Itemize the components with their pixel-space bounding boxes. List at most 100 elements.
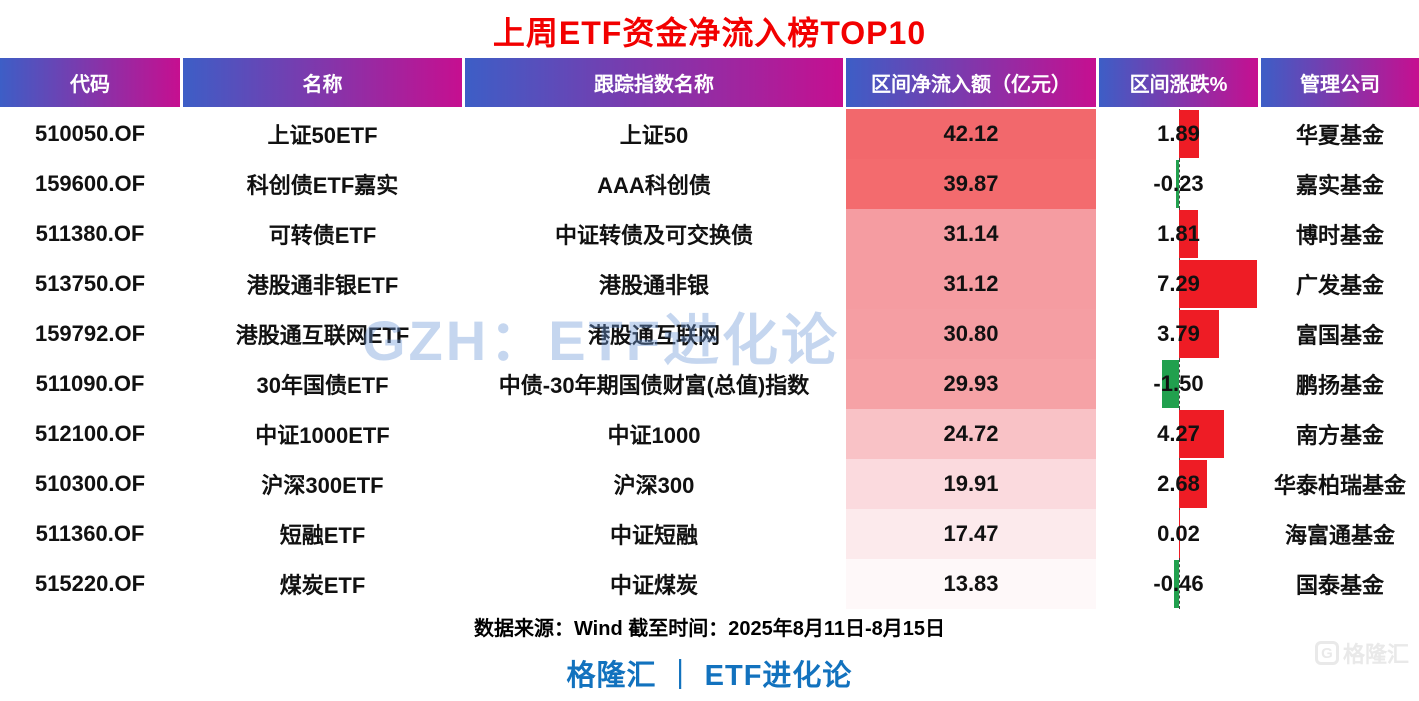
change-bar — [1176, 160, 1179, 208]
etf-code: 511380.OF — [35, 221, 145, 246]
tracked-index-name: 港股通非银 — [598, 273, 709, 298]
net-inflow-value: 31.12 — [943, 271, 999, 296]
tracked-index-name: 上证50 — [619, 123, 689, 148]
tracked-index-name: 中证1000 — [607, 423, 701, 448]
fund-company-cell: 嘉实基金 — [1261, 159, 1419, 209]
table-row: 159600.OF 科创债ETF嘉实 AAA科创债 39.87 -0.23 嘉实… — [0, 159, 1419, 209]
net-inflow-cell: 17.47 — [846, 509, 1096, 559]
change-value: -1.50 — [1153, 371, 1204, 396]
fund-company-cell: 国泰基金 — [1261, 559, 1419, 609]
fund-company-cell: 博时基金 — [1261, 209, 1419, 259]
change-bar — [1178, 460, 1208, 508]
etf-name-cell: 科创债ETF嘉实 — [183, 159, 462, 209]
change-value: 7.29 — [1157, 271, 1200, 296]
change-cell: -1.50 — [1099, 359, 1258, 409]
tracked-index-cell: 港股通非银 — [465, 259, 843, 309]
zero-axis-line — [1178, 509, 1180, 559]
etf-name: 科创债ETF嘉实 — [246, 173, 399, 198]
net-inflow-value: 17.47 — [943, 521, 999, 546]
change-cell: 1.89 — [1099, 109, 1258, 159]
table-header: 代码 名称 跟踪指数名称 区间净流入额（亿元） 区间涨跌% 管理公司 — [0, 58, 1419, 107]
change-cell: -0.46 — [1099, 559, 1258, 609]
zero-axis-line — [1178, 359, 1180, 409]
etf-name: 上证50ETF — [267, 123, 378, 148]
fund-company: 博时基金 — [1295, 223, 1384, 248]
tracked-index-cell: 港股通互联网 — [465, 309, 843, 359]
net-inflow-cell: 29.93 — [846, 359, 1096, 409]
change-bar — [1178, 110, 1199, 158]
gelonghui-logo-text: 格隆汇 — [1342, 642, 1409, 667]
change-cell: 0.02 — [1099, 509, 1258, 559]
etf-name: 港股通非银ETF — [246, 273, 399, 298]
change-bar — [1178, 310, 1220, 358]
net-inflow-value: 42.12 — [943, 121, 999, 146]
change-value: 1.89 — [1157, 121, 1200, 146]
fund-company-cell: 华泰柏瑞基金 — [1261, 459, 1419, 509]
table-row: 515220.OF 煤炭ETF 中证煤炭 13.83 -0.46 国泰基金 — [0, 559, 1419, 609]
change-value: 0.02 — [1157, 521, 1200, 546]
etf-code: 515220.OF — [34, 571, 146, 596]
gelonghui-logo-watermark: G 格隆汇 — [1314, 637, 1409, 669]
etf-name-cell: 短融ETF — [183, 509, 462, 559]
etf-code: 512100.OF — [34, 421, 146, 446]
change-cell: -0.23 — [1099, 159, 1258, 209]
etf-name: 可转债ETF — [268, 223, 377, 248]
data-source-note: 数据来源：Wind 截至时间：2025年8月11日-8月15日 — [473, 618, 946, 640]
tracked-index-name: 沪深300 — [613, 473, 695, 498]
net-inflow-value: 39.87 — [943, 171, 999, 196]
etf-name-cell: 30年国债ETF — [183, 359, 462, 409]
zero-axis-line — [1178, 559, 1180, 609]
etf-code-cell: 511090.OF — [0, 359, 180, 409]
tracked-index-cell: 中债-30年期国债财富(总值)指数 — [465, 359, 843, 409]
etf-code: 159792.OF — [34, 321, 146, 346]
etf-name-cell: 中证1000ETF — [183, 409, 462, 459]
change-cell: 3.79 — [1099, 309, 1258, 359]
header-code: 代码 — [0, 58, 180, 107]
net-inflow-value: 31.14 — [943, 221, 999, 246]
etf-code: 159600.OF — [34, 171, 146, 196]
tracked-index-cell: 上证50 — [465, 109, 843, 159]
etf-code-cell: 510300.OF — [0, 459, 180, 509]
etf-code: 513750.OF — [34, 271, 146, 296]
page-title: 上周ETF资金净流入榜TOP10 — [492, 15, 927, 51]
fund-company-cell: 南方基金 — [1261, 409, 1419, 459]
net-inflow-value: 29.93 — [943, 371, 999, 396]
fund-company-cell: 华夏基金 — [1261, 109, 1419, 159]
net-inflow-cell: 42.12 — [846, 109, 1096, 159]
change-value: -0.46 — [1153, 571, 1204, 596]
change-value: 2.68 — [1157, 471, 1200, 496]
table-row: 510300.OF 沪深300ETF 沪深300 19.91 2.68 华泰柏瑞… — [0, 459, 1419, 509]
net-inflow-value: 30.80 — [943, 321, 999, 346]
change-cell: 7.29 — [1099, 259, 1258, 309]
net-inflow-cell: 19.91 — [846, 459, 1096, 509]
table-row: 512100.OF 中证1000ETF 中证1000 24.72 4.27 南方… — [0, 409, 1419, 459]
etf-name-cell: 上证50ETF — [183, 109, 462, 159]
net-inflow-cell: 31.14 — [846, 209, 1096, 259]
etf-code-cell: 515220.OF — [0, 559, 180, 609]
etf-name-cell: 港股通非银ETF — [183, 259, 462, 309]
table-body: 510050.OF 上证50ETF 上证50 42.12 1.89 华夏基金 1… — [0, 109, 1419, 609]
change-bar — [1162, 360, 1179, 408]
net-inflow-cell: 31.12 — [846, 259, 1096, 309]
change-cell: 1.81 — [1099, 209, 1258, 259]
etf-inflow-table: 代码 名称 跟踪指数名称 区间净流入额（亿元） 区间涨跌% 管理公司 51005… — [0, 58, 1419, 609]
change-bar — [1173, 560, 1179, 608]
fund-company: 嘉实基金 — [1295, 173, 1384, 198]
gelonghui-logo-icon: G — [1314, 641, 1339, 665]
etf-name-cell: 可转债ETF — [183, 209, 462, 259]
etf-code-cell: 159792.OF — [0, 309, 180, 359]
change-bar — [1178, 410, 1225, 458]
table-row: 511090.OF 30年国债ETF 中债-30年期国债财富(总值)指数 29.… — [0, 359, 1419, 409]
header-inflow: 区间净流入额（亿元） — [846, 58, 1096, 107]
net-inflow-value: 19.91 — [943, 471, 999, 496]
net-inflow-cell: 39.87 — [846, 159, 1096, 209]
etf-code: 510300.OF — [34, 471, 146, 496]
change-value: 3.79 — [1157, 321, 1200, 346]
net-inflow-value: 24.72 — [943, 421, 999, 446]
tracked-index-name: 港股通互联网 — [587, 323, 720, 348]
fund-company: 华夏基金 — [1295, 123, 1384, 148]
change-value: -0.23 — [1153, 171, 1204, 196]
tracked-index-name: AAA科创债 — [597, 173, 711, 198]
etf-code-cell: 511360.OF — [0, 509, 180, 559]
zero-axis-line — [1178, 159, 1180, 209]
